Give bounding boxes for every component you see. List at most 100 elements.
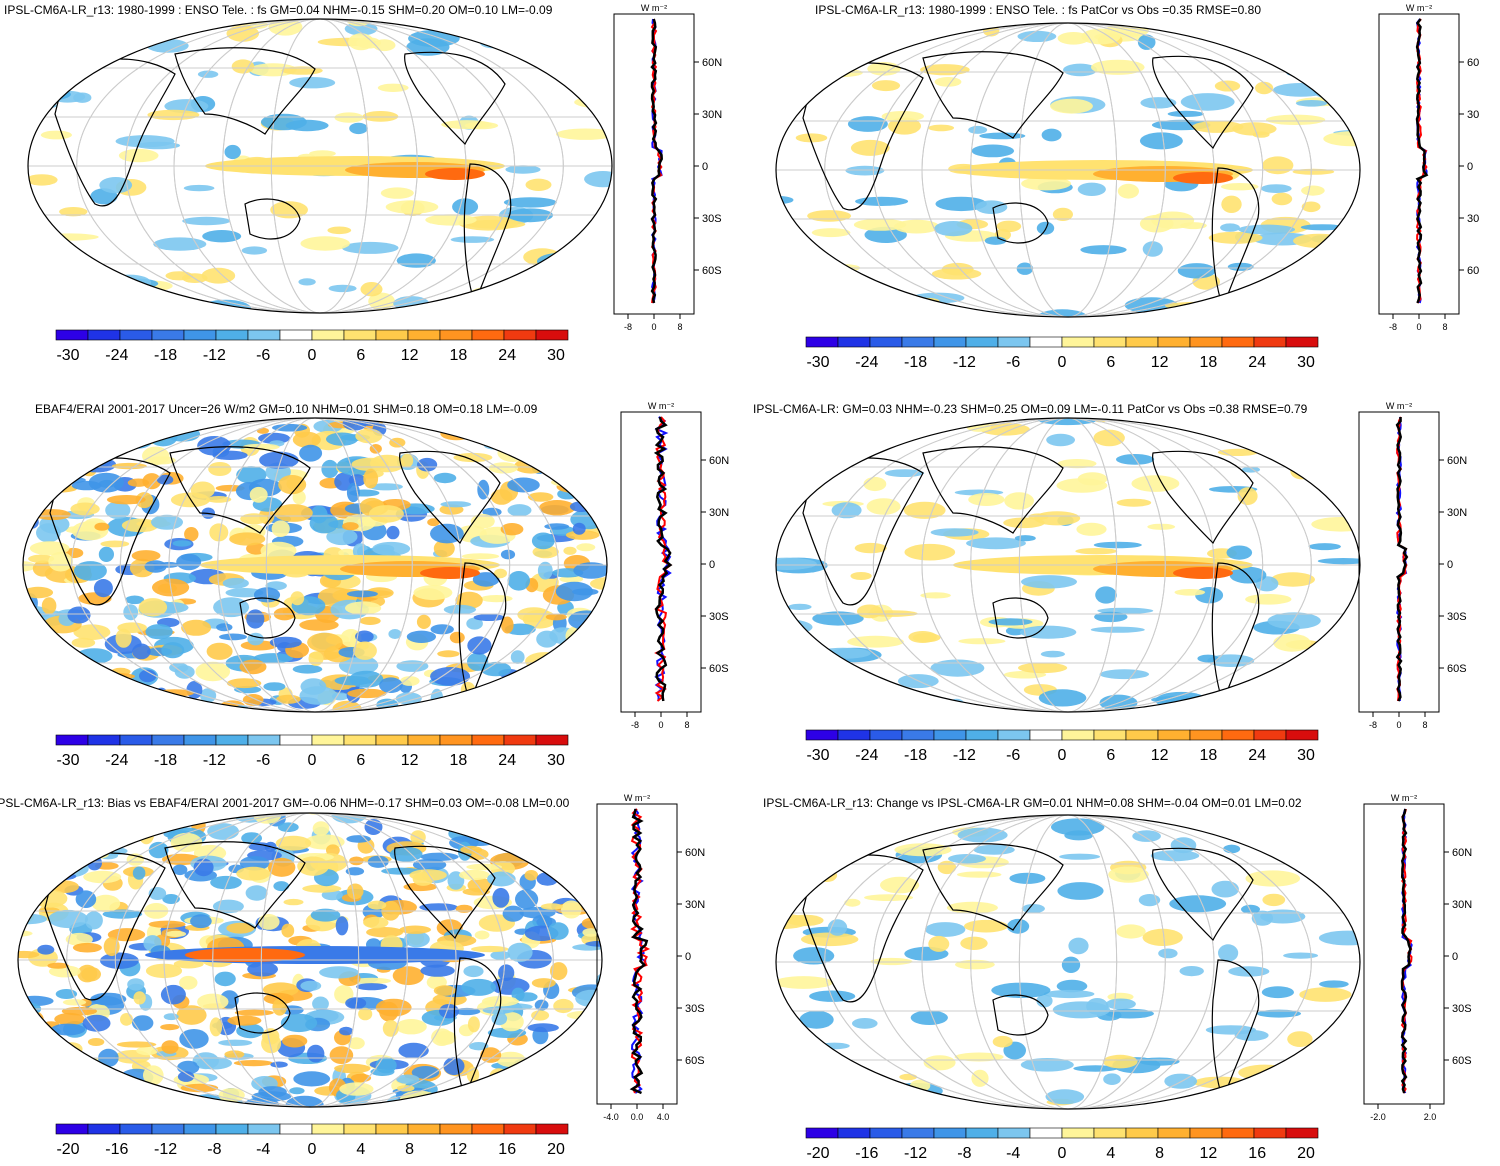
colorbar-label: -12 (154, 1141, 177, 1158)
panel-title: IPSL-CM6A-LR_r13: Change vs IPSL-CM6A-LR… (763, 796, 1302, 810)
colorbar-label: 30 (1297, 747, 1315, 764)
colorbar-swatch (183, 1123, 217, 1135)
colorbar-swatch (1253, 1127, 1287, 1139)
colorbar-swatch (215, 734, 249, 746)
colorbar-label: -8 (957, 1145, 971, 1162)
colorbar-label: 8 (1155, 1145, 1164, 1162)
lat-tick-label: 30N (702, 109, 722, 121)
lat-tick-label: 60S (709, 663, 729, 675)
colorbar-swatch (1221, 1127, 1255, 1139)
lat-tick-label: 0 (685, 951, 691, 963)
colorbar-label: -16 (105, 1141, 128, 1158)
graticule (23, 418, 607, 712)
colorbar-swatch (247, 1123, 281, 1135)
colorbar-label: -18 (904, 354, 927, 371)
colorbar-swatch (1029, 1127, 1063, 1139)
colorbar-swatch (375, 329, 409, 341)
colorbar-label: 18 (450, 347, 468, 364)
lat-tick-label: 0 (1452, 951, 1458, 963)
colorbar-label: -18 (154, 752, 177, 769)
map-field (18, 813, 602, 1107)
colorbar-swatch (933, 729, 967, 741)
colorbar-swatch (535, 329, 569, 341)
lat-tick-label: 60N (702, 57, 722, 69)
colorbar: -30 -24 -18 -12 -6 0 6 12 18 24 30 (805, 336, 1319, 371)
colorbar-swatch (1285, 336, 1319, 348)
panel-title: IPSL-CM6A-LR: GM=0.03 NHM=-0.23 SHM=0.25… (753, 402, 1308, 416)
lat-tick-label: 30S (1452, 1003, 1472, 1015)
lat-tick-label: 30 (1467, 213, 1479, 225)
colorbar-label: -24 (105, 752, 128, 769)
map-field (776, 23, 1360, 317)
colorbar-label: -18 (154, 347, 177, 364)
colorbar-label: -12 (203, 347, 226, 364)
colorbar-swatch (311, 329, 345, 341)
colorbar-label: 12 (450, 1141, 468, 1158)
colorbar-swatch (503, 1123, 537, 1135)
colorbar-label: -30 (56, 347, 79, 364)
map-field (28, 19, 612, 313)
colorbar-label: 6 (356, 752, 365, 769)
black-profile-line (650, 18, 663, 304)
colorbar-swatch (503, 329, 537, 341)
colorbar-swatch (837, 1127, 871, 1139)
coastlines (802, 843, 1260, 1102)
colorbar-swatch (1029, 336, 1063, 348)
colorbar-swatch (119, 329, 153, 341)
colorbar-swatch (1189, 729, 1223, 741)
colorbar-label: 0 (308, 347, 317, 364)
lat-tick-label: 60N (1452, 847, 1472, 859)
lat-tick-label: 60S (702, 265, 722, 277)
colorbar-swatch (901, 1127, 935, 1139)
colorbar-swatch (1285, 729, 1319, 741)
map-border (775, 814, 1361, 1110)
zonal-profile: W m⁻² 60N 30N 0 30S 60S -8 0 8 (620, 401, 729, 730)
lat-tick-label: 30 (1467, 109, 1479, 121)
colorbar-label: 24 (498, 752, 516, 769)
map-field (776, 418, 1360, 712)
colorbar-swatch (471, 329, 505, 341)
colorbar-swatch (407, 734, 441, 746)
zonal-profile: W m⁻² 60 30 0 30 60 -8 0 8 (1378, 3, 1479, 332)
colorbar-swatch (1061, 336, 1095, 348)
colorbar-swatch (311, 734, 345, 746)
colorbar-swatch (1125, 336, 1159, 348)
x-tick-label: 8 (1422, 720, 1427, 730)
colorbar-swatch (1157, 729, 1191, 741)
colorbar-label: 24 (1248, 747, 1266, 764)
x-tick-label: 0 (1416, 322, 1421, 332)
colorbar-swatch (805, 1127, 839, 1139)
colorbar-swatch (279, 329, 313, 341)
colorbar-swatch (837, 336, 871, 348)
colorbar-swatch (439, 329, 473, 341)
colorbar-swatch (869, 729, 903, 741)
colorbar-swatch (151, 734, 185, 746)
zonal-profile: W m⁻² 60N 30N 0 30S 60S -4.0 0.0 4.0 (596, 793, 705, 1122)
colorbar-label: 18 (450, 752, 468, 769)
colorbar-swatch (343, 734, 377, 746)
red-profile-line (630, 808, 651, 1094)
map (22, 417, 608, 713)
colorbar-label: 16 (498, 1141, 516, 1158)
map (27, 18, 613, 314)
profile-units: W m⁻² (1391, 793, 1417, 803)
lat-tick-label: 30N (685, 899, 705, 911)
colorbar-label: 6 (356, 347, 365, 364)
lat-tick-label: 30S (1447, 611, 1467, 623)
colorbar-swatch (279, 734, 313, 746)
x-tick-label: -8 (631, 720, 639, 730)
lat-tick-label: 0 (1467, 161, 1473, 173)
colorbar-swatch (375, 1123, 409, 1135)
profile-frame (1363, 803, 1445, 1105)
lat-tick-label: 30N (709, 507, 729, 519)
lat-tick-label: 0 (709, 559, 715, 571)
profile-units: W m⁻² (1386, 401, 1412, 411)
colorbar-swatch (837, 729, 871, 741)
colorbar-swatch (1221, 336, 1255, 348)
colorbar-label: -12 (953, 747, 976, 764)
colorbar-label: -4 (1006, 1145, 1020, 1162)
colorbar-swatch (87, 329, 121, 341)
colorbar-swatch (1157, 336, 1191, 348)
black-profile-line (653, 416, 673, 702)
colorbar-label: 12 (401, 347, 419, 364)
